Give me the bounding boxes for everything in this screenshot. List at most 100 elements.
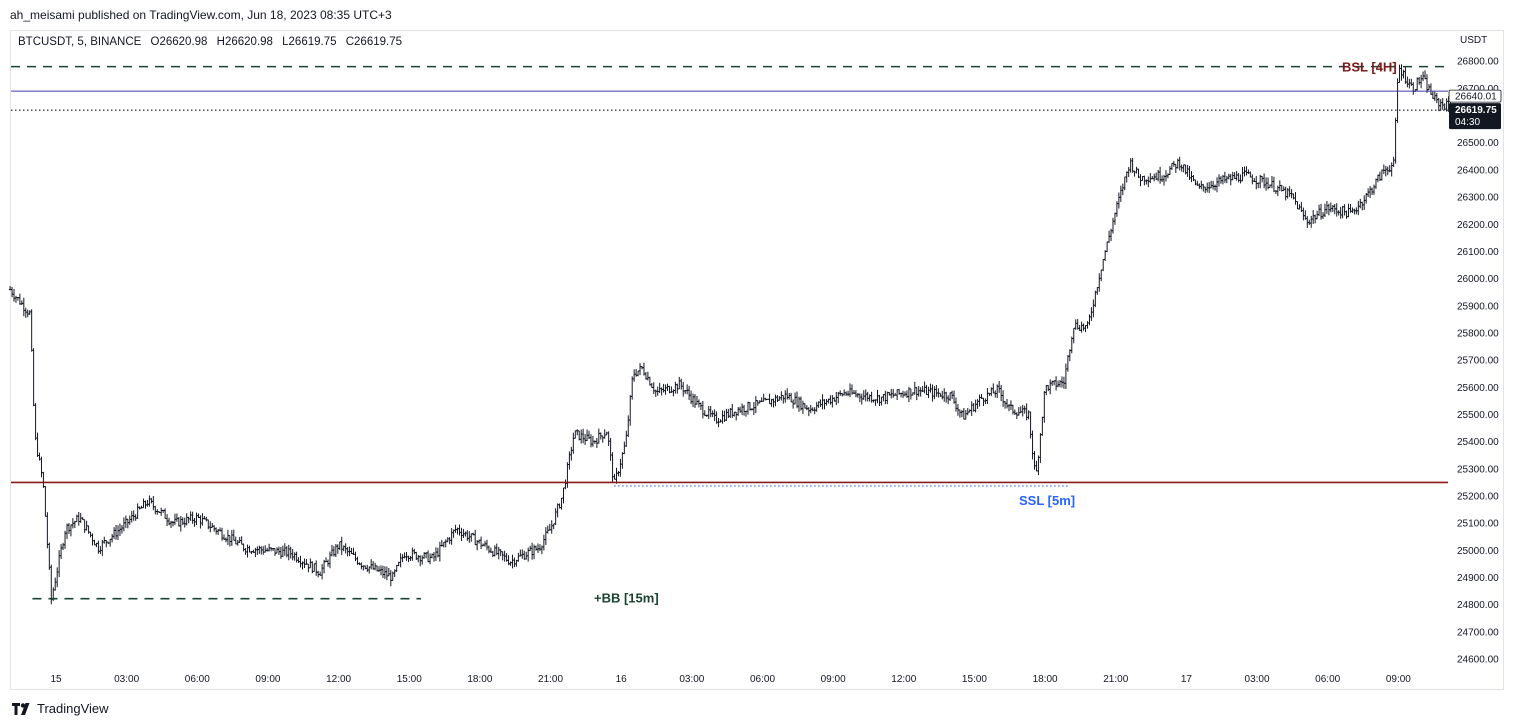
ohlc-bar bbox=[1384, 165, 1387, 177]
ohlc-bar bbox=[320, 563, 324, 580]
time-tick-label: 09:00 bbox=[1386, 674, 1411, 685]
time-axis: 15 03:00 06:00 09:00 12:00 15:00 18:00 21:00 16 0… bbox=[50, 674, 1411, 685]
ohlc-bar bbox=[1419, 74, 1423, 89]
ohlc-bar bbox=[627, 415, 630, 437]
blue-price-box: 26640.01 bbox=[1448, 89, 1502, 103]
ohlc-bar bbox=[1092, 299, 1095, 318]
ohlc-bar bbox=[1094, 290, 1097, 308]
ohlc-bar bbox=[1431, 91, 1435, 100]
ohlc-bar bbox=[864, 389, 867, 402]
ohlc-bar bbox=[458, 524, 461, 536]
ohlc-bar bbox=[974, 399, 977, 413]
ohlc-bar bbox=[795, 391, 799, 409]
ohlc-bar bbox=[399, 553, 402, 568]
ohlc-bar bbox=[789, 392, 793, 403]
ohlc-bar bbox=[67, 523, 71, 534]
ohlc-bar bbox=[122, 517, 126, 532]
ohlc-bar bbox=[83, 519, 86, 533]
ohlc-bar bbox=[491, 550, 495, 558]
time-tick-label: 03:00 bbox=[1245, 674, 1270, 685]
ohlc-bar bbox=[807, 407, 811, 417]
ohlc-bar bbox=[269, 547, 273, 552]
ohlc-bar bbox=[560, 497, 563, 510]
ohlc-bar bbox=[1272, 176, 1276, 193]
ohlc-bar bbox=[114, 524, 118, 540]
ohlc-bar bbox=[1101, 258, 1105, 272]
ohlc-bar bbox=[1257, 182, 1260, 189]
ohlc-bar bbox=[409, 555, 412, 561]
ohlc-bar bbox=[929, 383, 932, 393]
price-tick-label: 24600.00 bbox=[1457, 655, 1499, 666]
ohlc-bar bbox=[1368, 186, 1372, 198]
time-tick-label: 15:00 bbox=[397, 674, 422, 685]
ohlc-bar bbox=[943, 388, 946, 402]
ohlc-bar bbox=[858, 393, 862, 403]
ohlc-bar bbox=[234, 536, 237, 545]
ohlc-bar bbox=[866, 391, 869, 402]
ohlc-bar bbox=[862, 390, 865, 400]
ohlc-bar bbox=[175, 513, 179, 522]
ohlc-bar bbox=[40, 456, 43, 478]
ohlc-bar bbox=[1296, 201, 1299, 210]
ohlc-bar bbox=[909, 388, 913, 400]
ohlc-bar bbox=[264, 545, 267, 553]
ohlc-bar bbox=[134, 514, 137, 521]
time-tick-label: 16 bbox=[616, 674, 628, 685]
ohlc-bar bbox=[762, 393, 765, 402]
ohlc-bar bbox=[1433, 91, 1437, 102]
price-tick-label: 25300.00 bbox=[1457, 464, 1499, 475]
ohlc-bar bbox=[1213, 184, 1217, 191]
ohlc-bar bbox=[662, 383, 665, 393]
legend-low: L26619.75 bbox=[282, 36, 337, 48]
ohlc-bar bbox=[915, 387, 918, 401]
ohlc-bar bbox=[18, 293, 22, 305]
ohlc-bar bbox=[1398, 64, 1401, 83]
time-tick-label: 15 bbox=[50, 674, 62, 685]
ohlc-bar bbox=[163, 508, 167, 519]
ohlc-bar bbox=[707, 406, 710, 420]
ohlc-bar bbox=[517, 552, 520, 562]
ohlc-bar bbox=[564, 479, 567, 490]
ohlc-bar bbox=[369, 559, 373, 570]
ohlc-bar bbox=[513, 557, 516, 568]
ohlc-bar bbox=[487, 545, 491, 554]
ohlc-bar bbox=[1160, 175, 1164, 183]
price-tick-label: 25000.00 bbox=[1457, 546, 1499, 557]
ohlc-bar bbox=[1084, 325, 1087, 333]
ohlc-bar bbox=[273, 548, 277, 556]
footer-brand[interactable]: TradingView bbox=[12, 701, 109, 716]
ohlc-bar bbox=[1382, 164, 1386, 175]
time-tick-label: 06:00 bbox=[185, 674, 210, 685]
ohlc-bar bbox=[530, 542, 534, 560]
ohlc-bar bbox=[1186, 164, 1189, 177]
ohlc-bar bbox=[91, 533, 94, 546]
ohlc-bar bbox=[709, 406, 712, 418]
ohlc-bar bbox=[601, 435, 604, 443]
ohlc-bar bbox=[1319, 203, 1323, 220]
ohlc-bar bbox=[1105, 241, 1109, 253]
ohlc-bar bbox=[1117, 192, 1121, 209]
ohlc-bar bbox=[913, 381, 916, 395]
ohlc-bar bbox=[570, 446, 573, 461]
ohlc-bar bbox=[782, 395, 785, 404]
ohlc-bar bbox=[1245, 166, 1248, 176]
ohlc-bar bbox=[142, 498, 145, 509]
ohlc-bar bbox=[511, 554, 514, 569]
ohlc-bar bbox=[293, 552, 296, 561]
ohlc-bar bbox=[336, 544, 340, 554]
ohlc-bar bbox=[1204, 186, 1207, 194]
ohlc-bar bbox=[997, 380, 1001, 393]
ohlc-bar bbox=[1404, 66, 1407, 84]
ohlc-bar bbox=[108, 538, 112, 547]
ohlc-bar bbox=[132, 510, 135, 521]
countdown-value: 04:30 bbox=[1455, 117, 1480, 128]
annotations: BSL [4H] SSL [5m] +BB [15m] bbox=[594, 60, 1397, 606]
ohlc-bar bbox=[464, 531, 467, 537]
price-tick-label: 26000.00 bbox=[1457, 274, 1499, 285]
ohlc-bar bbox=[148, 495, 151, 507]
ohlc-bar bbox=[1235, 170, 1238, 181]
ohlc-bar bbox=[1049, 379, 1052, 395]
ohlc-bar bbox=[927, 386, 930, 399]
ohlc-bar bbox=[383, 566, 387, 579]
